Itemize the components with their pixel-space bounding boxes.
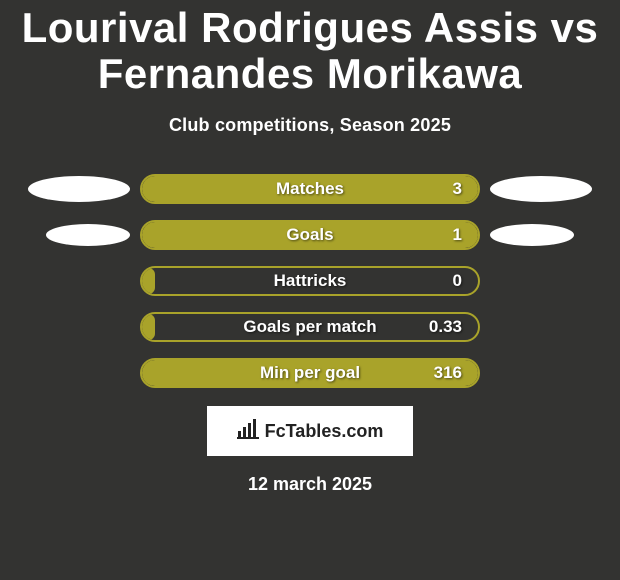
stat-bar: Matches 3 bbox=[140, 174, 480, 204]
stat-bar: Goals per match 0.33 bbox=[140, 312, 480, 342]
side-ellipse bbox=[46, 224, 130, 246]
side-placeholder bbox=[490, 373, 592, 374]
side-ellipse bbox=[28, 176, 130, 202]
stat-label: Goals bbox=[286, 225, 333, 245]
stat-row: Goals 1 bbox=[10, 220, 610, 250]
page-title: Lourival Rodrigues Assis vs Fernandes Mo… bbox=[0, 5, 620, 97]
side-ellipse bbox=[490, 224, 574, 246]
stat-row: Hattricks 0 bbox=[10, 266, 610, 296]
stat-row: Min per goal 316 bbox=[10, 358, 610, 388]
side-placeholder bbox=[490, 281, 592, 282]
logo-text: FcTables.com bbox=[265, 421, 384, 442]
stat-bar: Goals 1 bbox=[140, 220, 480, 250]
stat-bar: Min per goal 316 bbox=[140, 358, 480, 388]
stat-label: Min per goal bbox=[260, 363, 360, 383]
stat-value: 0 bbox=[453, 271, 462, 291]
subtitle: Club competitions, Season 2025 bbox=[0, 115, 620, 136]
stat-bar-fill bbox=[142, 314, 155, 340]
side-placeholder bbox=[28, 281, 130, 282]
side-placeholder bbox=[28, 327, 130, 328]
stat-bar: Hattricks 0 bbox=[140, 266, 480, 296]
side-placeholder bbox=[28, 373, 130, 374]
stat-row: Goals per match 0.33 bbox=[10, 312, 610, 342]
stat-value: 316 bbox=[434, 363, 462, 383]
stat-value: 1 bbox=[453, 225, 462, 245]
stat-row: Matches 3 bbox=[10, 174, 610, 204]
logo-box: FcTables.com bbox=[207, 406, 413, 456]
side-placeholder bbox=[490, 327, 592, 328]
stat-bar-fill bbox=[142, 268, 155, 294]
stat-value: 3 bbox=[453, 179, 462, 199]
stat-value: 0.33 bbox=[429, 317, 462, 337]
logo-chart-icon bbox=[237, 419, 259, 444]
comparison-card: Lourival Rodrigues Assis vs Fernandes Mo… bbox=[0, 0, 620, 580]
stat-label: Goals per match bbox=[243, 317, 376, 337]
side-ellipse bbox=[490, 176, 592, 202]
stat-label: Matches bbox=[276, 179, 344, 199]
date-label: 12 march 2025 bbox=[0, 474, 620, 495]
stats-list: Matches 3 Goals 1 Hattricks 0 Goals per match 0… bbox=[0, 174, 620, 388]
stat-label: Hattricks bbox=[274, 271, 347, 291]
